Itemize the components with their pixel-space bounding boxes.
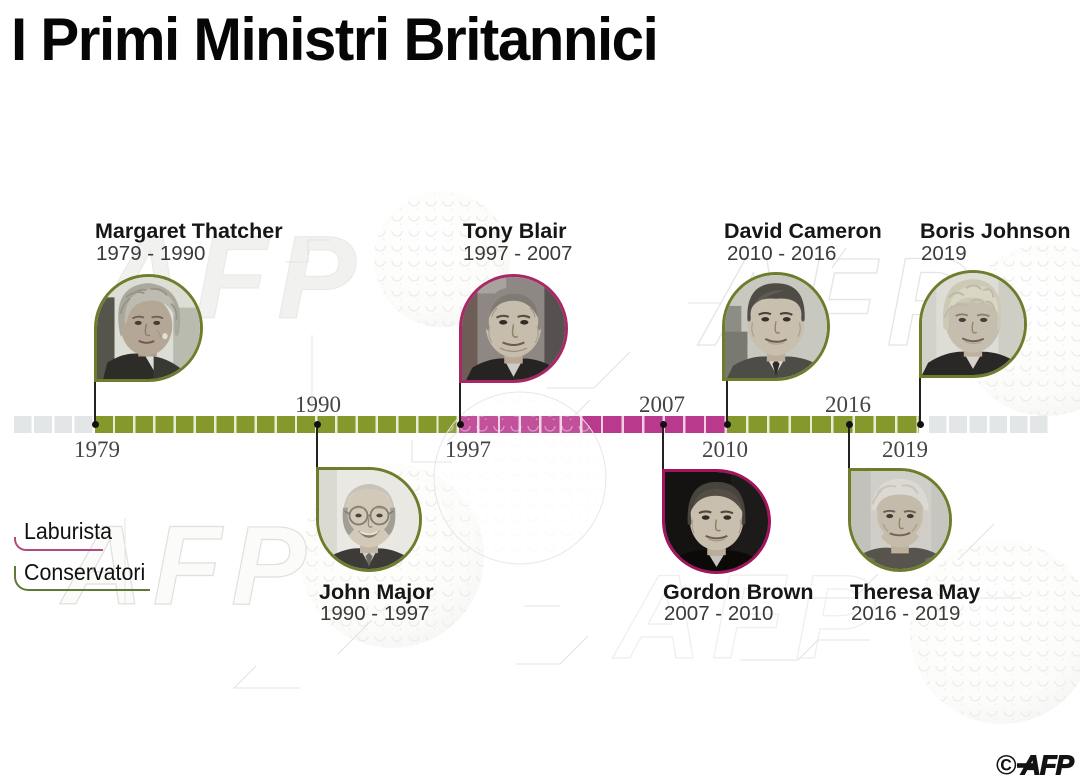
svg-text:AFP: AFP	[59, 503, 316, 628]
svg-text:AFP: AFP	[1020, 750, 1075, 779]
svg-text:©: ©	[996, 750, 1017, 779]
svg-text:AFP: AFP	[612, 550, 885, 684]
